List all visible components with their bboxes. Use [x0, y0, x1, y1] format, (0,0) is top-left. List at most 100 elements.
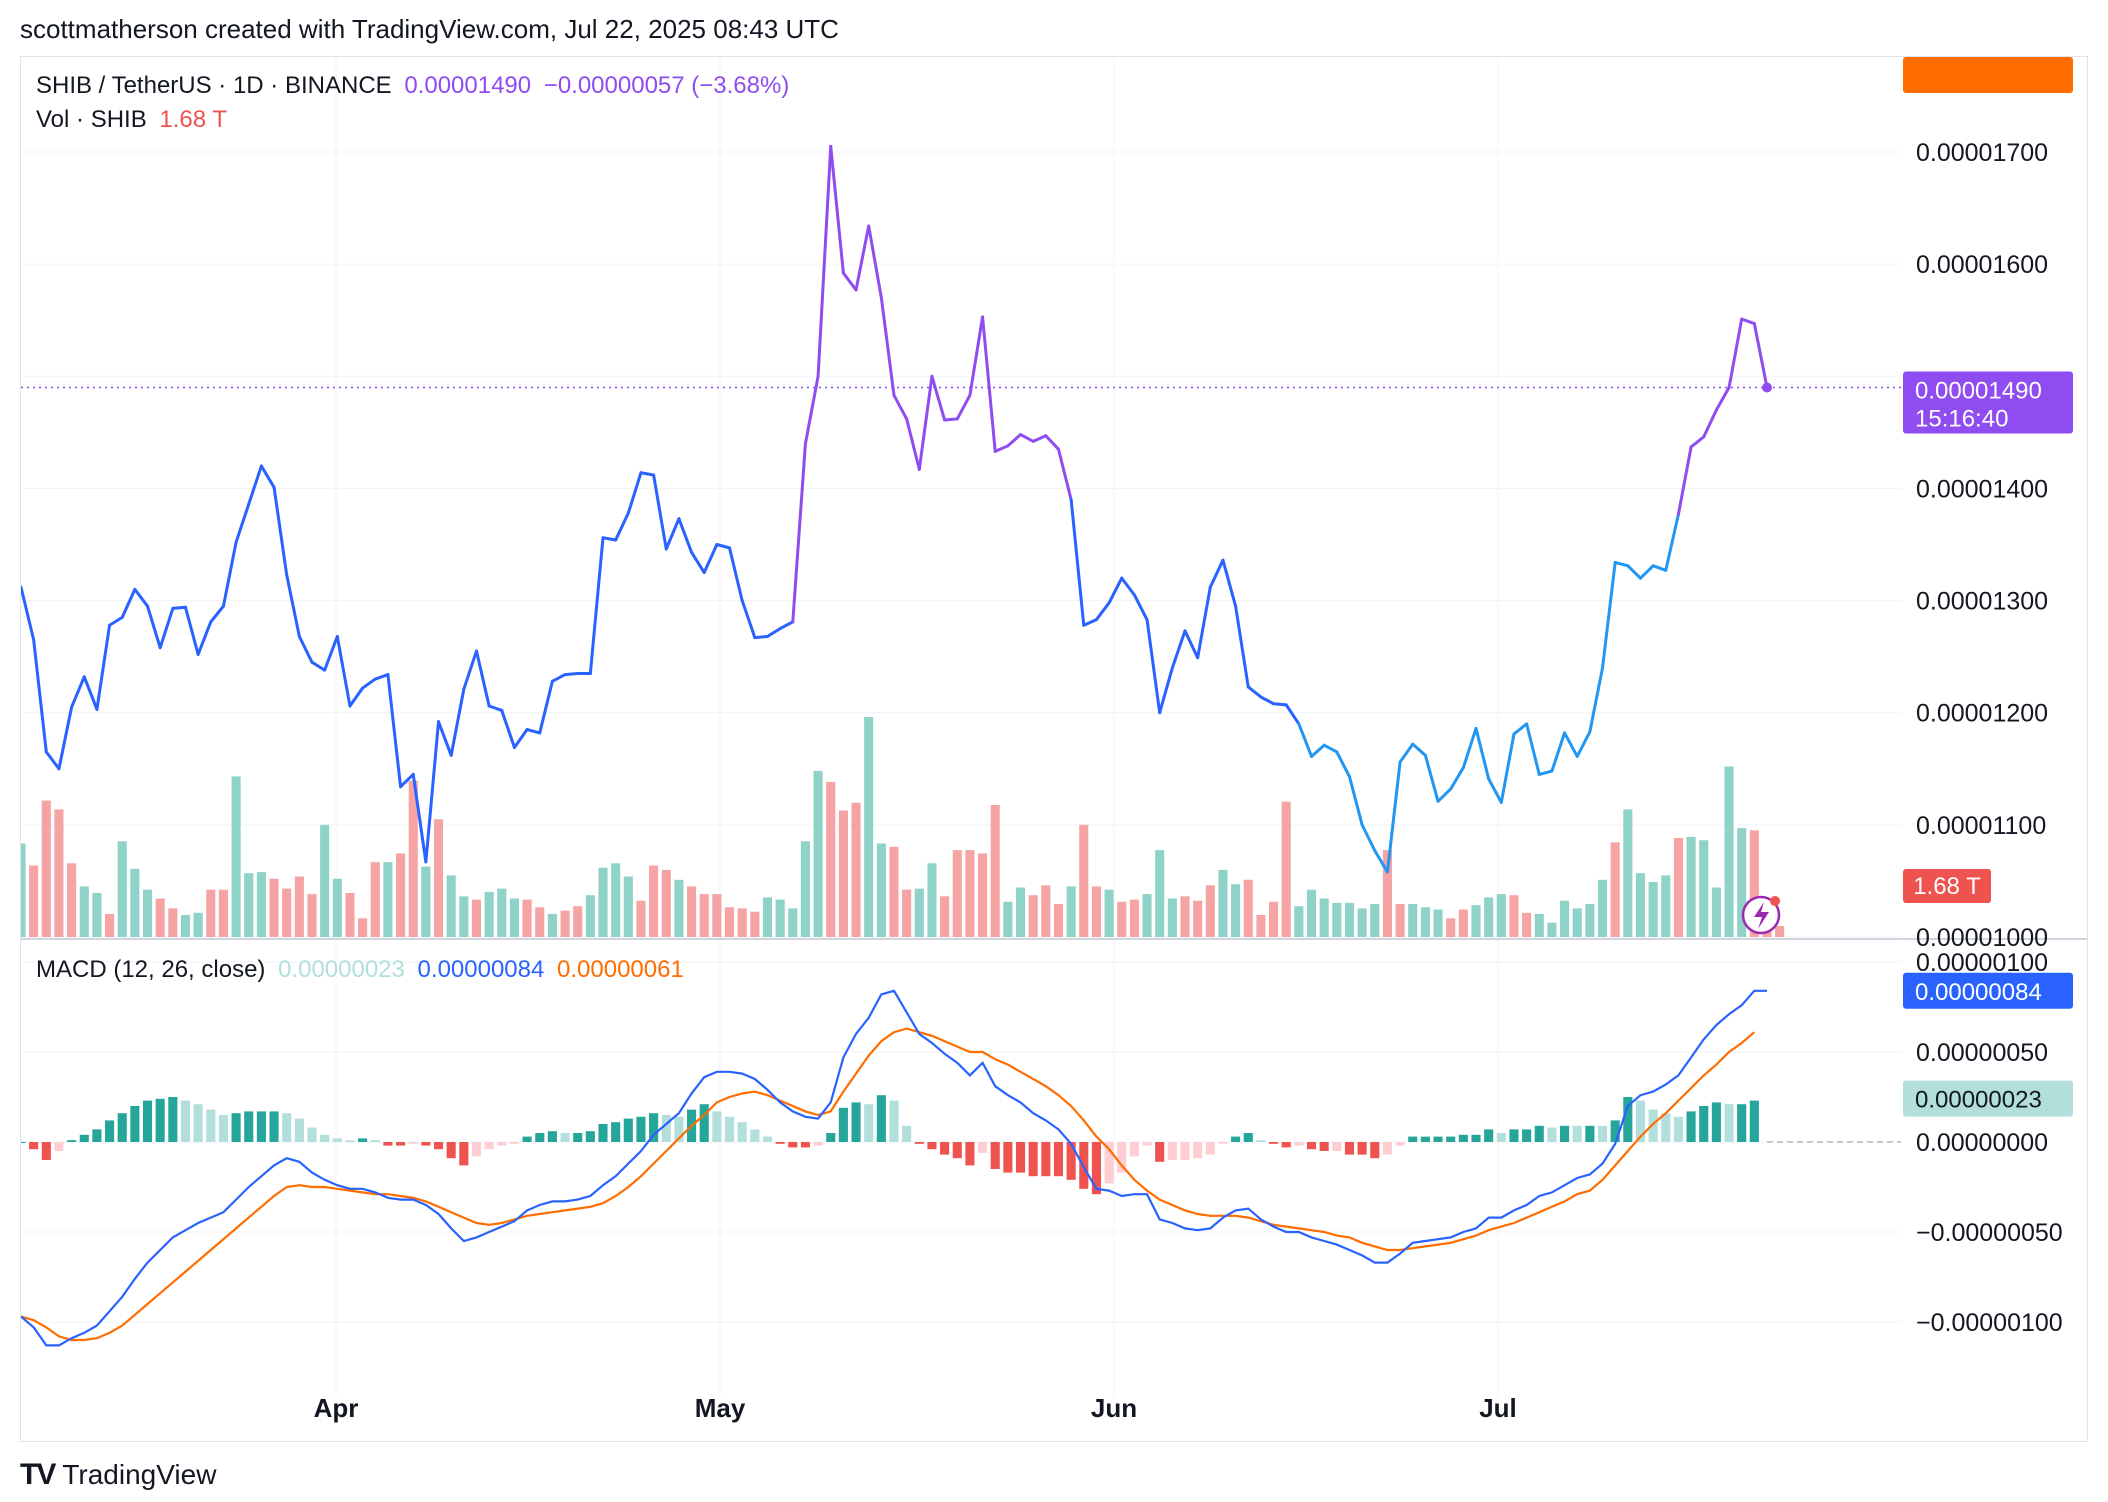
- volume-bar: [1547, 922, 1557, 937]
- macd-axis-tick: −0.00000050: [1916, 1219, 2063, 1247]
- macd-histogram-bar: [1294, 1142, 1304, 1146]
- macd-histogram-bar: [1420, 1136, 1430, 1142]
- macd-histogram-bar: [560, 1133, 570, 1142]
- volume-bar: [838, 810, 848, 937]
- price-line-segment: [399, 772, 415, 789]
- macd-histogram-bar: [1610, 1120, 1620, 1142]
- price-line-segment: [917, 374, 934, 471]
- macd-histogram-bar: [459, 1142, 469, 1166]
- price-line-segment: [209, 604, 225, 624]
- price-line-segment: [361, 677, 377, 690]
- macd-histogram-bar: [307, 1127, 317, 1142]
- macd-histogram-bar: [1648, 1109, 1658, 1142]
- macd-histogram-bar: [585, 1131, 595, 1142]
- volume-bar: [471, 899, 482, 937]
- price-line-segment: [196, 620, 213, 656]
- macd-histogram-bar: [1256, 1140, 1266, 1142]
- price-line-segment: [1297, 722, 1314, 758]
- macd-label[interactable]: MACD (12, 26, close): [36, 956, 266, 983]
- price-line-segment: [1461, 726, 1478, 770]
- volume-bar: [79, 886, 89, 937]
- volume-bar: [965, 850, 975, 937]
- volume-bar: [446, 875, 456, 937]
- volume-bar: [1585, 904, 1595, 937]
- macd-histogram-bar: [889, 1100, 899, 1142]
- volume-bar: [1496, 894, 1506, 937]
- volume-label[interactable]: Vol · SHIB: [36, 106, 147, 133]
- price-line-segment: [1626, 564, 1642, 580]
- price-line-segment: [1322, 743, 1339, 754]
- volume-bar: [1737, 828, 1747, 937]
- price-line-segment: [1613, 560, 1630, 568]
- macd-histogram-bar: [370, 1140, 380, 1142]
- volume-bar: [1509, 895, 1519, 937]
- price-line-segment: [968, 315, 985, 397]
- price-line-segment: [32, 638, 48, 754]
- price-line-segment: [1436, 787, 1453, 803]
- volume-bar: [117, 841, 127, 937]
- price-line-segment: [538, 679, 554, 735]
- volume-bar: [1041, 885, 1051, 937]
- macd-histogram-bar: [509, 1142, 519, 1144]
- volume-bar: [307, 894, 317, 937]
- macd-histogram-bar: [1433, 1136, 1443, 1142]
- price-line-segment: [171, 605, 187, 610]
- price-line-segment: [1019, 433, 1035, 443]
- price-line-segment: [664, 517, 681, 551]
- macd-histogram-bar: [92, 1129, 102, 1142]
- price-line-segment: [740, 599, 757, 640]
- volume-bar: [1572, 908, 1582, 937]
- macd-histogram-bar: [1306, 1142, 1317, 1150]
- volume-bar: [535, 907, 545, 937]
- volume-bar: [484, 891, 494, 937]
- macd-histogram-bar: [41, 1142, 51, 1160]
- macd-histogram-bar: [813, 1142, 823, 1146]
- macd-histogram-bar: [1028, 1142, 1038, 1177]
- price-line-segment: [1335, 750, 1351, 779]
- volume-value: 1.68 T: [159, 106, 227, 133]
- volume-bar: [408, 780, 418, 937]
- volume-bar: [1673, 838, 1683, 937]
- macd-histogram-bar: [1344, 1142, 1355, 1155]
- volume-bar: [193, 912, 203, 937]
- volume-bar: [1484, 897, 1494, 937]
- volume-bar: [269, 878, 279, 937]
- macd-histogram-bar: [737, 1122, 747, 1142]
- macd-histogram-bar: [1218, 1142, 1228, 1144]
- volume-bar: [1408, 904, 1418, 937]
- volume-bar: [623, 876, 633, 937]
- macd-histogram-bar: [522, 1136, 532, 1142]
- tradingview-logo[interactable]: TV TradingView: [20, 1458, 216, 1492]
- volume-bar: [1370, 904, 1380, 937]
- macd-badge-text: 0.00000084: [1915, 979, 2042, 1006]
- price-line-segment: [44, 750, 61, 771]
- symbol-label[interactable]: SHIB / TetherUS · 1D · BINANCE: [36, 72, 392, 99]
- macd-histogram-bar: [1484, 1129, 1494, 1142]
- macd-histogram-bar: [231, 1113, 241, 1142]
- signal-badge: 0.00000061: [1903, 36, 2073, 93]
- volume-bar: [1193, 900, 1203, 937]
- macd-histogram-bar: [636, 1116, 646, 1142]
- macd-histogram-bar: [433, 1142, 444, 1150]
- macd-histogram-bar: [978, 1142, 988, 1153]
- macd-histogram-bar: [902, 1125, 912, 1142]
- volume-bar: [750, 911, 760, 937]
- price-line-segment: [867, 224, 883, 300]
- lightning-icon[interactable]: [1741, 895, 1781, 935]
- volume-bar: [1433, 909, 1443, 937]
- macd-histogram-bar: [1269, 1142, 1279, 1144]
- macd-histogram-bar: [1408, 1136, 1418, 1142]
- macd-histogram-bar: [1686, 1111, 1696, 1142]
- volume-bar: [1003, 901, 1013, 937]
- macd-histogram-bar: [54, 1142, 64, 1151]
- price-line-segment: [259, 464, 276, 489]
- time-axis-label: May: [695, 1393, 746, 1423]
- volume-bar: [142, 889, 153, 937]
- chart-canvas[interactable]: 0.00001700 0.00001600 0.00001400 0.00001300…: [16, 36, 2087, 1441]
- price-line-segment: [348, 686, 365, 708]
- price-line-segment: [1234, 604, 1250, 689]
- price-line-segment: [1132, 593, 1149, 622]
- price-line-segment: [1120, 576, 1136, 597]
- price-line-segment: [1588, 666, 1605, 734]
